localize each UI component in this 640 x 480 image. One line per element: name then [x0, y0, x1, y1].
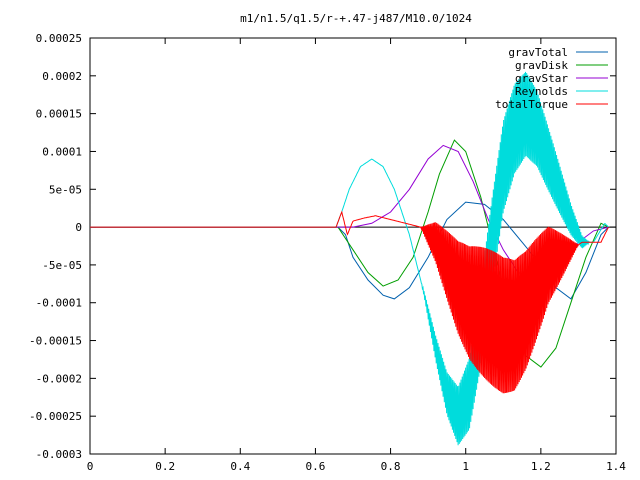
x-tick-label: 1.4 — [606, 460, 626, 473]
legend-label: Reynolds — [515, 85, 568, 98]
series-line-totalTorque — [90, 210, 609, 394]
x-tick-label: 1.2 — [531, 460, 551, 473]
y-tick-label: -0.0002 — [36, 372, 82, 385]
x-tick-label: 0.8 — [381, 460, 401, 473]
y-tick-label: -5e-05 — [42, 259, 82, 272]
legend-label: gravStar — [515, 72, 568, 85]
y-tick-label: -0.0001 — [36, 297, 82, 310]
y-tick-label: 0 — [75, 221, 82, 234]
legend-label: gravTotal — [508, 46, 568, 59]
series-group — [90, 71, 609, 446]
x-tick-label: 0.6 — [305, 460, 325, 473]
x-tick-label: 1 — [462, 460, 469, 473]
y-tick-label: -0.00025 — [29, 410, 82, 423]
y-tick-label: 0.0002 — [42, 70, 82, 83]
series-line-gravTotal — [90, 201, 609, 300]
x-tick-label: 0 — [87, 460, 94, 473]
legend-label: totalTorque — [495, 98, 568, 111]
y-tick-label: -0.00015 — [29, 335, 82, 348]
x-tick-label: 0.4 — [230, 460, 250, 473]
y-tick-label: 0.00025 — [36, 32, 82, 45]
x-axis-ticks: 0 0.2 0.4 0.6 0.8 1 1.2 1.4 — [87, 38, 626, 473]
y-tick-label: 0.00015 — [36, 108, 82, 121]
legend-label: gravDisk — [515, 59, 568, 72]
plot-frame — [89, 37, 617, 455]
series-line-gravDisk — [90, 139, 609, 368]
y-tick-label: 0.0001 — [42, 145, 82, 158]
legend: gravTotalgravDiskgravStarReynoldstotalTo… — [495, 46, 608, 111]
y-tick-label: -0.0003 — [36, 448, 82, 461]
x-tick-label: 0.2 — [155, 460, 175, 473]
chart-title: m1/n1.5/q1.5/r-+.47-j487/M10.0/1024 — [240, 12, 472, 25]
y-tick-label: 5e-05 — [49, 183, 82, 196]
y-axis-ticks: 0.00025 0.0002 0.00015 0.0001 5e-05 0 -5e-05 -0… — [29, 32, 616, 461]
